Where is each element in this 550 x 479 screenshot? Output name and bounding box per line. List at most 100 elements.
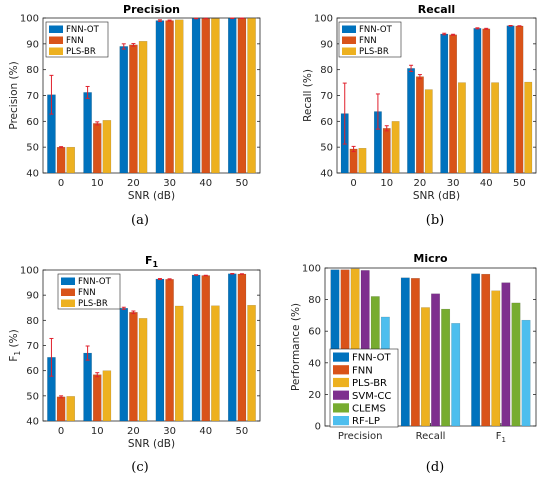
bar-rf-lp <box>451 323 461 427</box>
x-tick-label: 20 <box>127 178 140 189</box>
figure-caption: (c) <box>131 460 148 475</box>
y-tick-label: 20 <box>308 390 321 401</box>
bar-pls-br <box>524 81 533 174</box>
bar-fnn <box>92 123 102 174</box>
legend-swatch <box>49 25 63 33</box>
chart-title-subscript: 1 <box>152 260 158 269</box>
x-tick-label-main: F <box>496 431 502 442</box>
bar-fnn <box>382 128 391 174</box>
y-tick-label: 70 <box>26 91 39 102</box>
x-tick-label: 50 <box>236 178 249 189</box>
bar-pls-br <box>491 82 500 174</box>
legend-swatch <box>61 299 75 307</box>
chart-title-main: Micro <box>413 252 448 265</box>
legend-label: PLS-BR <box>78 299 108 309</box>
bar-clems <box>511 302 521 427</box>
bar-fnn <box>92 374 102 422</box>
y-tick-label: 80 <box>26 316 39 327</box>
x-tick-label: Precision <box>338 431 383 442</box>
chart-micro: 0 20 40 60 80 100 Precision Recall F1 Micro Perfor… <box>290 252 537 475</box>
y-tick-label: 60 <box>26 366 39 377</box>
y-tick-label: 40 <box>320 169 333 180</box>
y-axis-label-main: Recall (%) <box>302 69 314 122</box>
legend-label: PLS-BR <box>66 47 96 57</box>
x-tick-label: 0 <box>58 426 64 437</box>
chart-recall: 40 50 60 70 80 90 100 0 10 20 30 40 50 Recall SNR (dB)… <box>302 3 537 228</box>
bar-pls-br <box>211 18 220 174</box>
bar-fnn-ot <box>83 92 92 174</box>
x-tick-label: 30 <box>163 178 176 189</box>
bar-pls-br <box>138 41 148 174</box>
y-axis-label-subscript: 1 <box>13 351 22 356</box>
x-tick-label: 0 <box>58 178 64 189</box>
x-tick-label: 10 <box>380 178 393 189</box>
bar-fnn <box>201 18 211 174</box>
y-tick-label: 90 <box>26 39 39 50</box>
y-tick-label: 60 <box>320 117 333 128</box>
legend-label: FNN-OT <box>352 353 391 364</box>
y-tick-label: 40 <box>26 417 39 428</box>
y-axis-label-main: Precision (%) <box>8 61 20 129</box>
y-tick-label: 80 <box>26 65 39 76</box>
bar-fnn <box>237 18 247 174</box>
figure-caption: (a) <box>131 213 149 228</box>
legend-swatch <box>49 47 63 55</box>
legend-label: SVM-CC <box>352 391 391 402</box>
bar-fnn <box>56 396 66 422</box>
legend-swatch <box>342 36 356 44</box>
legend-swatch <box>333 352 349 362</box>
y-tick-label: 0 <box>315 422 321 433</box>
bar-fnn-ot <box>191 18 201 174</box>
chart-title-main: F <box>145 254 153 267</box>
bar-pls-br <box>66 396 75 422</box>
y-tick-label: 80 <box>320 65 333 76</box>
bar-fnn-ot <box>83 352 92 422</box>
y-tick-label: 100 <box>314 14 333 25</box>
x-tick-label-subscript: 1 <box>501 436 505 444</box>
bar-fnn <box>56 146 66 174</box>
y-tick-label: 70 <box>320 91 333 102</box>
x-axis-label: SNR (dB) <box>128 190 175 202</box>
bar-pls-br <box>247 305 256 422</box>
bar-fnn-ot <box>440 33 449 174</box>
bar-clems <box>441 308 451 427</box>
legend-label: PLS-BR <box>352 378 387 389</box>
bar-fnn-ot <box>155 278 165 422</box>
bar-fnn-ot <box>191 274 201 422</box>
legend-swatch <box>333 377 349 388</box>
legend-label: FNN-OT <box>78 277 112 287</box>
legend-swatch <box>61 277 75 285</box>
x-tick-label: F1 <box>496 431 506 444</box>
bar-fnn <box>515 25 524 174</box>
bar-fnn <box>165 20 174 174</box>
bar-fnn-ot <box>228 18 237 174</box>
y-tick-label: 80 <box>308 295 321 306</box>
y-tick-label: 40 <box>26 169 39 180</box>
bar-fnn-ot <box>473 28 482 174</box>
bar-fnn <box>237 273 247 422</box>
bar-pls-br <box>391 121 400 174</box>
y-tick-label: 100 <box>20 14 39 25</box>
bar-rf-lp <box>521 319 531 427</box>
figure-caption: (d) <box>426 460 444 475</box>
legend-swatch <box>61 288 75 296</box>
bar-fnn-ot <box>119 46 129 174</box>
y-tick-label: 100 <box>302 264 321 275</box>
bar-pls-br <box>211 305 220 422</box>
y-tick-label: 90 <box>26 291 39 302</box>
y-axis-label-suffix: (%) <box>8 329 20 351</box>
bar-pls-br <box>102 120 112 174</box>
y-tick-label: 60 <box>26 117 39 128</box>
legend-swatch <box>49 36 63 44</box>
bar-pls-br <box>138 318 148 422</box>
chart-title-main: Recall <box>418 3 455 16</box>
x-tick-label: 20 <box>127 426 140 437</box>
x-tick-label: 40 <box>199 178 212 189</box>
y-tick-label: 100 <box>20 266 39 277</box>
x-tick-label: 10 <box>91 426 104 437</box>
